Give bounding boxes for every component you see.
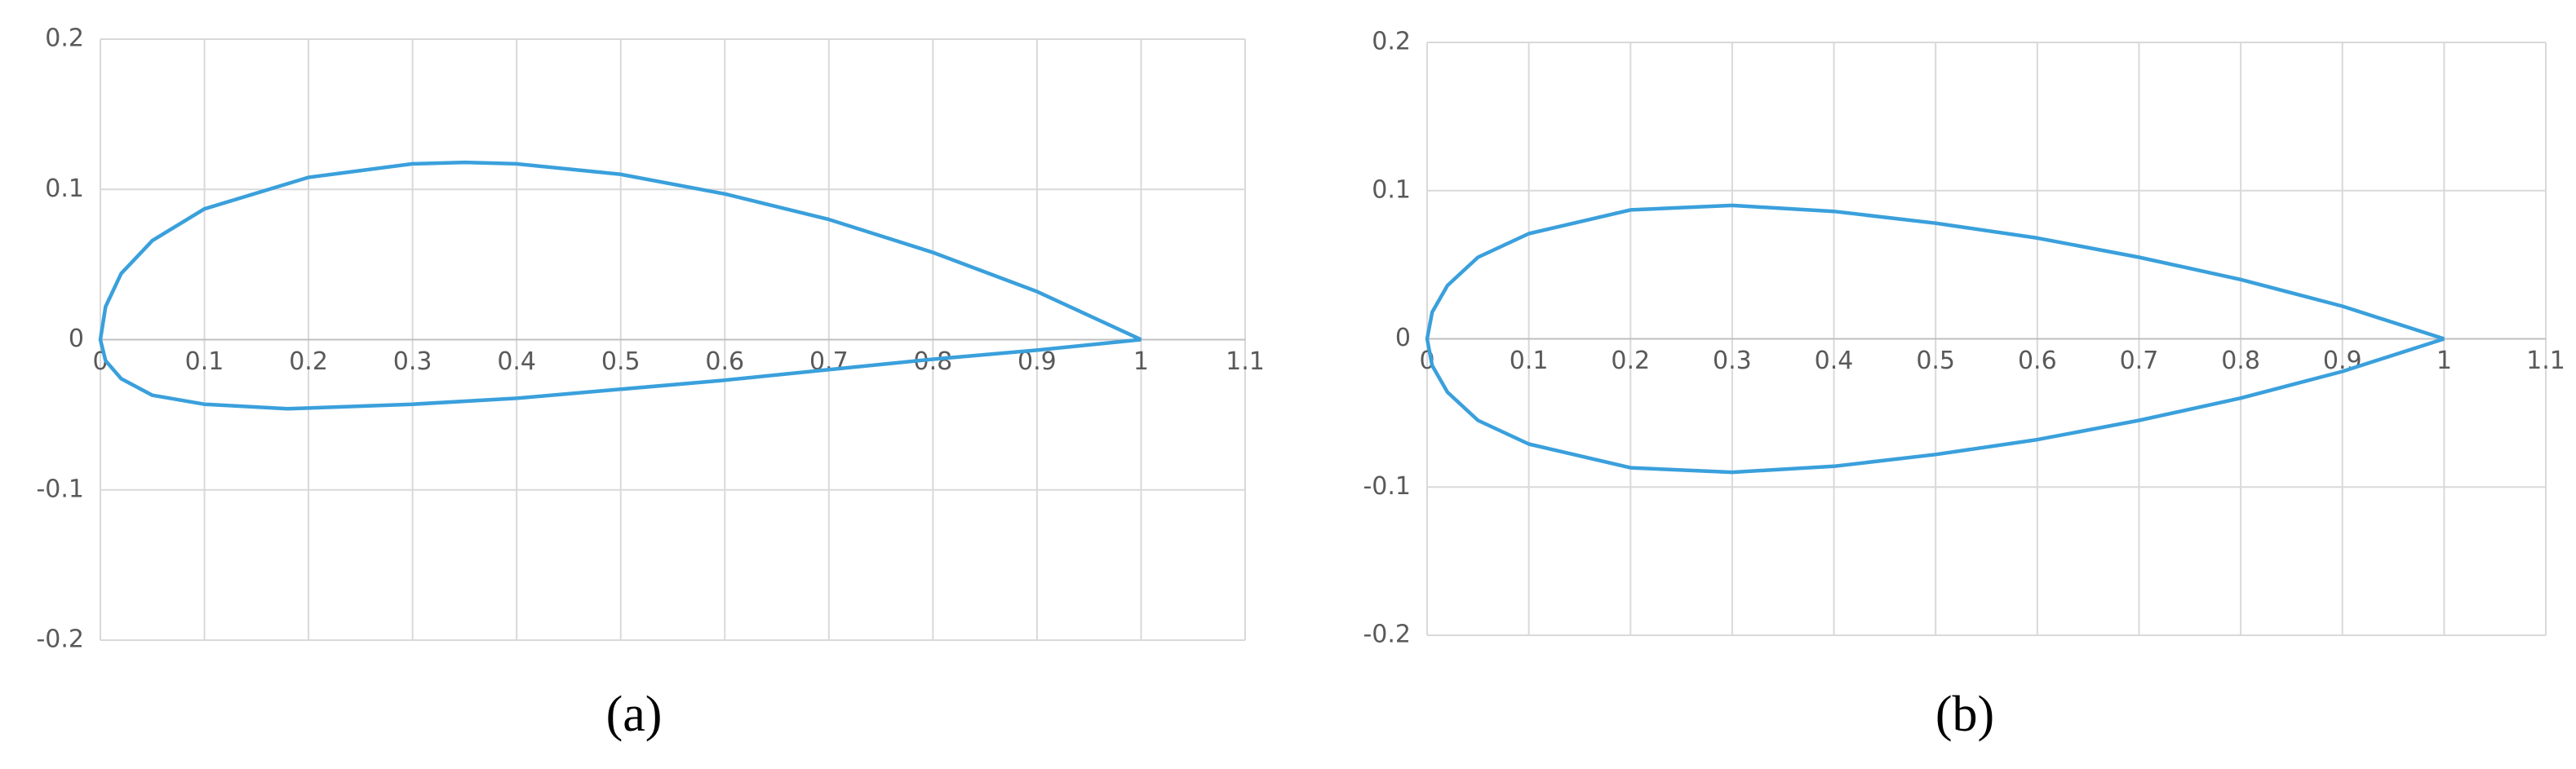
x-tick-label: 0.5 [1916,347,1955,375]
x-tick-label: 0.5 [601,347,641,376]
x-tick-label: 0.1 [185,347,224,376]
x-tick-label: 0.4 [1815,347,1854,375]
x-tick-label: 0.1 [1510,347,1549,375]
x-tick-label: 0.8 [2221,347,2260,375]
y-tick-label: 0.1 [45,175,84,203]
x-tick-label: 1 [1133,347,1149,376]
x-tick-label: 0.3 [1713,347,1752,375]
y-tick-label: 0 [69,325,84,353]
x-tick-label: 1.1 [1226,347,1265,376]
y-tick-label: 0 [1395,324,1411,352]
x-tick-label: 0.7 [2120,347,2159,375]
y-tick-label: -0.1 [36,475,84,503]
y-tick-label: -0.2 [36,625,84,654]
x-tick-label: 0.2 [289,347,328,376]
panel-label: (b) [1935,687,1994,742]
x-tick-label: 0.4 [497,347,536,376]
y-tick-label: 0.1 [1372,175,1411,204]
airfoil-line [1425,203,2445,475]
y-tick-label: 0.2 [45,24,84,53]
x-tick-label: 0.2 [1611,347,1650,375]
panel-label: (a) [606,687,663,742]
airfoil-line [98,160,1142,411]
y-tick-label: -0.2 [1363,621,1411,649]
x-tick-label: 1 [2436,347,2452,375]
x-tick-label: 1.1 [2526,347,2565,375]
x-tick-label: 0.3 [393,347,432,376]
x-tick-label: 0.6 [705,347,744,376]
y-tick-label: -0.1 [1363,472,1411,501]
x-tick-label: 0.6 [2018,347,2057,375]
y-tick-label: 0.2 [1372,28,1411,56]
